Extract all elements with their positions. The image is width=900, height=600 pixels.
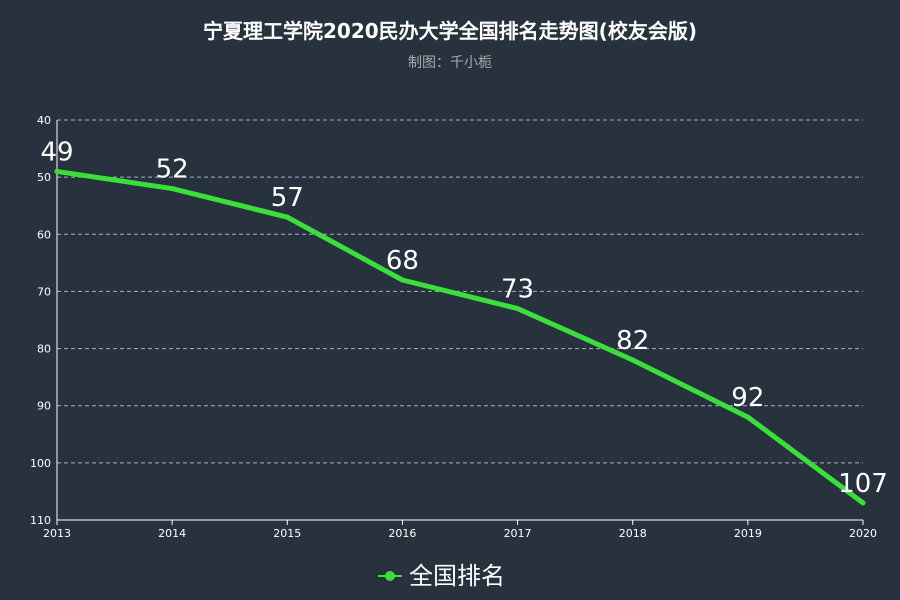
y-tick-label: 40 (37, 114, 51, 127)
data-label: 68 (386, 246, 419, 276)
series-line-national-rank (54, 168, 866, 506)
data-point[interactable] (284, 214, 290, 220)
legend-dot-swatch (385, 571, 395, 581)
legend-label: 全国排名 (409, 562, 505, 590)
legend[interactable]: 全国排名 (378, 562, 505, 590)
series-layer (54, 168, 866, 506)
y-tick-label: 70 (37, 285, 51, 298)
x-tick-label: 2017 (504, 527, 532, 540)
chart-title: 宁夏理工学院2020民办大学全国排名走势图(校友会版) (203, 19, 697, 43)
x-tick-label: 2020 (849, 527, 877, 540)
y-tick-label: 60 (37, 228, 51, 241)
x-tick-label: 2015 (273, 527, 301, 540)
data-label: 107 (838, 469, 888, 499)
data-label: 82 (616, 326, 649, 356)
data-label: 49 (40, 137, 73, 167)
data-point[interactable] (630, 357, 636, 363)
data-point[interactable] (169, 186, 175, 192)
data-label: 57 (271, 183, 304, 213)
y-tick-label: 50 (37, 171, 51, 184)
data-label: 73 (501, 275, 534, 305)
x-tick-label: 2018 (619, 527, 647, 540)
y-tick-label: 100 (30, 457, 51, 470)
x-tick-label: 2016 (388, 527, 416, 540)
y-tick-label: 110 (30, 514, 51, 527)
data-point[interactable] (54, 168, 60, 174)
data-point[interactable] (399, 277, 405, 283)
grid-layer (57, 119, 863, 464)
chart-subtitle: 制图：千小栀 (408, 55, 492, 71)
data-label-layer: 49 52 57 68 73 82 92 107 (40, 137, 887, 498)
data-point[interactable] (860, 500, 866, 506)
data-label: 92 (731, 383, 764, 413)
data-label: 52 (156, 155, 189, 185)
data-point[interactable] (515, 306, 521, 312)
x-tick-label: 2019 (734, 527, 762, 540)
x-tick-label: 2013 (43, 527, 71, 540)
x-tick-label: 2014 (158, 527, 186, 540)
y-tick-label: 80 (37, 343, 51, 356)
y-tick-label: 90 (37, 400, 51, 413)
data-point[interactable] (745, 414, 751, 420)
